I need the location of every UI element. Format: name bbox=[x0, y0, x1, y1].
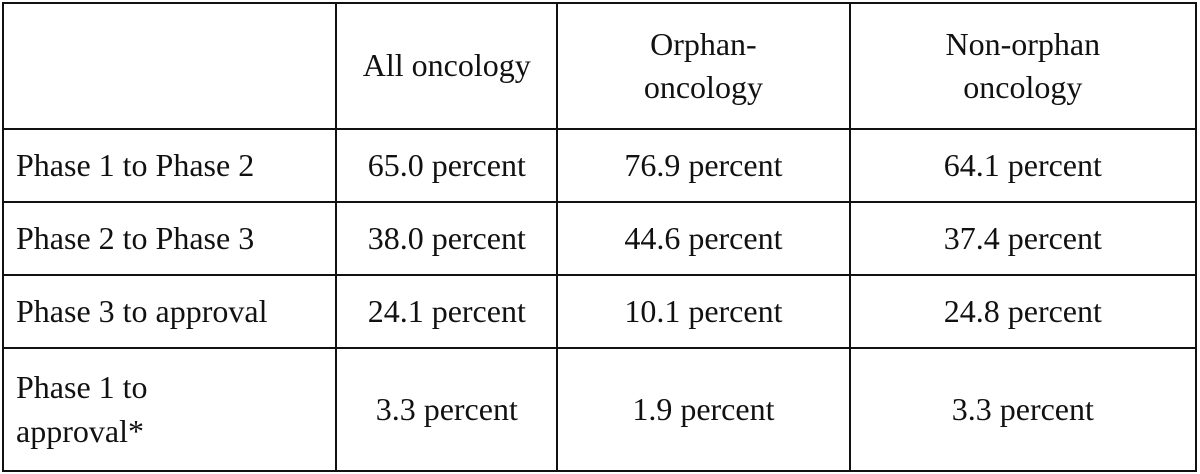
data-row: Phase 1 to Phase 2 65.0 percent 76.9 per… bbox=[1, 128, 1198, 203]
cell: 1.9 percent bbox=[556, 347, 851, 472]
cell: 10.1 percent bbox=[556, 274, 851, 349]
header-text: Non-orphan oncology bbox=[945, 25, 1101, 105]
data-row: Phase 2 to Phase 3 38.0 percent 44.6 per… bbox=[1, 201, 1198, 276]
row-header: Phase 3 to approval bbox=[1, 274, 338, 349]
row-header: Phase 1 to approval* bbox=[1, 347, 338, 472]
cell: 76.9 percent bbox=[556, 128, 851, 203]
cell: 24.8 percent bbox=[848, 274, 1198, 349]
row-header: Phase 1 to Phase 2 bbox=[1, 128, 338, 203]
header-row: All oncology Orphan-oncology Non-orphan … bbox=[1, 2, 1198, 130]
cell: 3.3 percent bbox=[335, 347, 559, 472]
cell: 38.0 percent bbox=[335, 201, 559, 276]
data-row: Phase 1 to approval* 3.3 percent 1.9 per… bbox=[1, 347, 1198, 472]
column-header: All oncology bbox=[335, 2, 559, 130]
row-header-text: Phase 1 to approval* bbox=[16, 369, 148, 449]
cell: 37.4 percent bbox=[848, 201, 1198, 276]
cell: 24.1 percent bbox=[335, 274, 559, 349]
header-text: All oncology bbox=[362, 47, 531, 84]
cell: 3.3 percent bbox=[848, 347, 1198, 472]
column-header: Non-orphan oncology bbox=[848, 2, 1198, 130]
cell: 64.1 percent bbox=[848, 128, 1198, 203]
cell: 44.6 percent bbox=[556, 201, 851, 276]
row-header: Phase 2 to Phase 3 bbox=[1, 201, 338, 276]
data-row: Phase 3 to approval 24.1 percent 10.1 pe… bbox=[1, 274, 1198, 349]
cell: 65.0 percent bbox=[335, 128, 559, 203]
column-header: Orphan-oncology bbox=[556, 2, 851, 130]
corner-cell bbox=[1, 2, 338, 130]
header-text: Orphan-oncology bbox=[643, 25, 763, 105]
